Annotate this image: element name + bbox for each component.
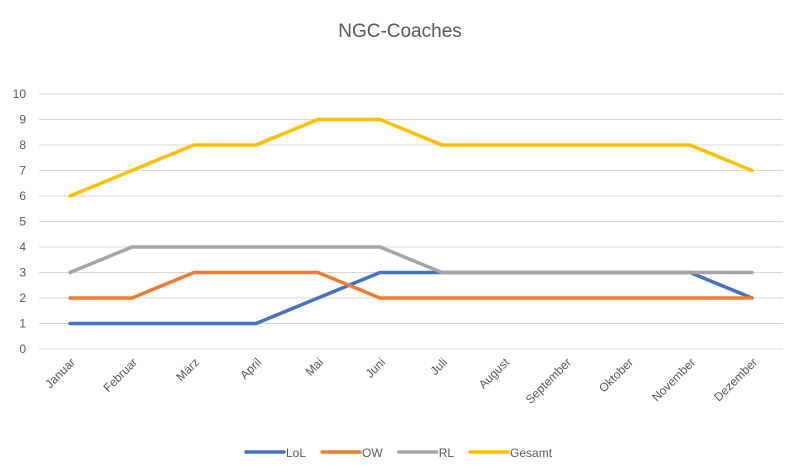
- series-lines: [68, 117, 754, 326]
- y-tick-label: 7: [19, 164, 26, 178]
- x-tick-label: Mai: [303, 355, 327, 379]
- x-tick-label: Oktober: [596, 355, 636, 395]
- y-tick-label: 1: [19, 317, 26, 331]
- chart-title: NGC-Coaches: [338, 21, 462, 42]
- x-tick-label: April: [237, 355, 264, 382]
- x-axis: Januar Februar März April Mai Juni Juli August S…: [42, 355, 760, 407]
- y-tick-label: 10: [13, 87, 27, 101]
- y-tick-label: 6: [19, 189, 26, 203]
- x-tick-label: März: [173, 355, 202, 384]
- y-axis: 0 1 2 3 4 5 6 7 8 9 10: [13, 87, 27, 356]
- y-tick-label: 4: [19, 240, 26, 254]
- y-tick-label: 5: [19, 215, 26, 229]
- x-tick-label: Juni: [363, 355, 388, 380]
- x-tick-label: August: [476, 355, 513, 392]
- y-tick-label: 0: [19, 342, 26, 356]
- x-tick-label: Juli: [427, 355, 450, 378]
- legend-label: RL: [439, 446, 455, 460]
- legend-label: OW: [362, 446, 383, 460]
- y-tick-label: 8: [19, 138, 26, 152]
- series-line-gesamt: [68, 117, 754, 198]
- x-tick-label: Februar: [101, 355, 141, 395]
- x-tick-label: Dezember: [711, 355, 760, 404]
- legend-label: LoL: [286, 446, 306, 460]
- y-tick-label: 9: [19, 113, 26, 127]
- x-tick-label: Januar: [42, 355, 78, 391]
- x-tick-label: November: [649, 355, 698, 404]
- series-line-rl: [68, 245, 754, 275]
- legend-label: Gesamt: [510, 446, 553, 460]
- legend: LoL OW RL Gesamt: [244, 446, 553, 460]
- y-tick-label: 2: [19, 291, 26, 305]
- x-tick-label: September: [523, 355, 574, 406]
- y-tick-label: 3: [19, 266, 26, 280]
- series-line-ow: [68, 270, 754, 300]
